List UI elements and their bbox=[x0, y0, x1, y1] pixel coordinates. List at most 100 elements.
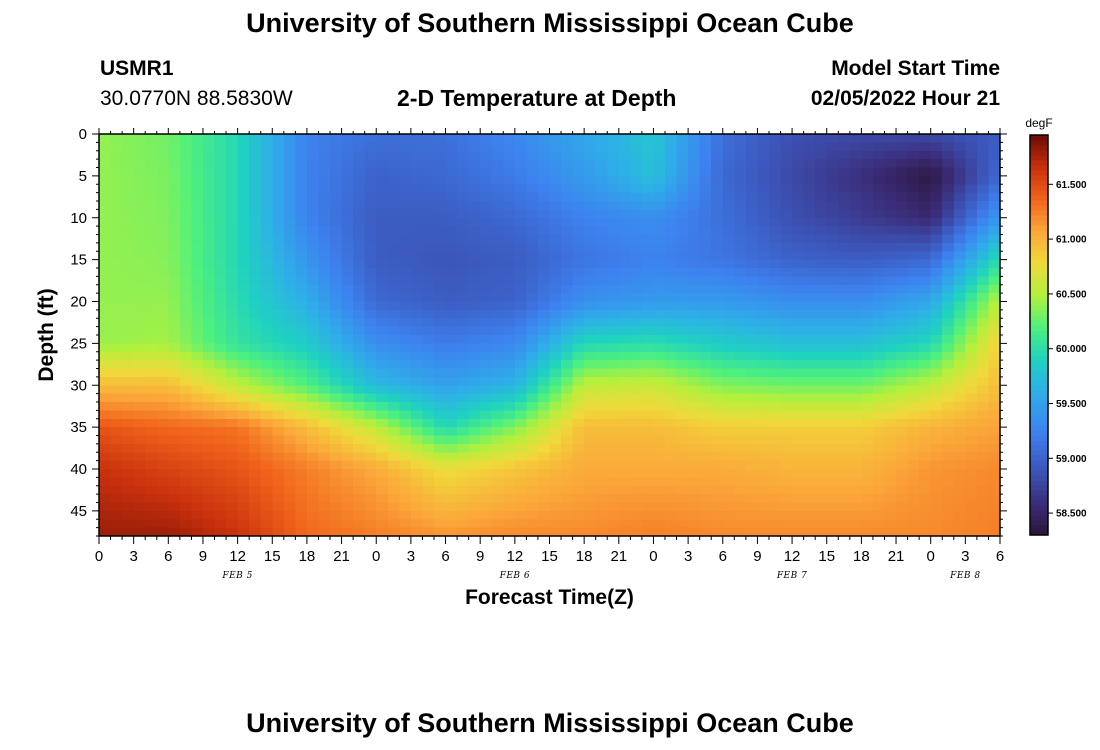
colorbar-segment bbox=[1030, 235, 1048, 241]
heatmap-cell bbox=[341, 209, 354, 219]
heatmap-cell bbox=[849, 318, 862, 328]
heatmap-cell bbox=[988, 167, 1001, 177]
heatmap-cell bbox=[179, 510, 193, 520]
heatmap-cell bbox=[179, 418, 193, 428]
heatmap-cell bbox=[630, 502, 643, 512]
heatmap-cell bbox=[757, 410, 770, 420]
heatmap-cell bbox=[757, 485, 770, 495]
heatmap-cell bbox=[260, 184, 273, 194]
heatmap-cell bbox=[584, 427, 597, 437]
heatmap-cell bbox=[838, 351, 851, 361]
heatmap-cell bbox=[953, 443, 966, 453]
heatmap-cell bbox=[341, 242, 354, 252]
colorbar-segment bbox=[1030, 220, 1048, 226]
heatmap-cell bbox=[849, 301, 862, 311]
heatmap-cell bbox=[722, 242, 735, 252]
heatmap-cell bbox=[630, 385, 643, 395]
heatmap-cell bbox=[503, 452, 516, 462]
heatmap-cell bbox=[734, 494, 747, 504]
heatmap-cell bbox=[179, 159, 193, 169]
heatmap-cell bbox=[457, 385, 470, 395]
heatmap-cell bbox=[607, 242, 620, 252]
heatmap-cell bbox=[202, 142, 216, 152]
heatmap-cell bbox=[907, 268, 920, 277]
heatmap-cell bbox=[665, 410, 678, 420]
heatmap-cell bbox=[249, 318, 262, 328]
heatmap-cell bbox=[330, 368, 343, 378]
heatmap-cell bbox=[145, 376, 158, 386]
heatmap-cell bbox=[734, 452, 747, 462]
heatmap-cell bbox=[468, 268, 481, 277]
heatmap-cell bbox=[676, 234, 689, 244]
heatmap-cell bbox=[803, 360, 816, 370]
heatmap-cell bbox=[122, 477, 135, 487]
heatmap-cell bbox=[780, 209, 793, 219]
heatmap-cell bbox=[295, 217, 308, 227]
heatmap-cell bbox=[145, 242, 158, 252]
heatmap-cell bbox=[930, 134, 943, 143]
heatmap-cell bbox=[919, 519, 932, 529]
heatmap-cell bbox=[330, 217, 343, 227]
heatmap-cell bbox=[179, 335, 193, 344]
heatmap-cell bbox=[549, 217, 562, 227]
heatmap-cell bbox=[676, 460, 689, 470]
heatmap-cell bbox=[122, 301, 135, 311]
heatmap-cell bbox=[260, 452, 273, 462]
heatmap-cell bbox=[815, 477, 828, 487]
heatmap-cell bbox=[745, 351, 759, 361]
heatmap-cell bbox=[653, 335, 666, 344]
heatmap-cell bbox=[457, 402, 470, 411]
heatmap-cell bbox=[734, 510, 747, 520]
heatmap-cell bbox=[907, 502, 920, 512]
heatmap-cell bbox=[191, 385, 204, 395]
heatmap-cell bbox=[803, 469, 816, 478]
heatmap-cell bbox=[537, 351, 551, 361]
heatmap-cell bbox=[526, 242, 539, 252]
heatmap-cell bbox=[572, 343, 585, 353]
heatmap-cell bbox=[745, 293, 759, 303]
heatmap-cell bbox=[803, 150, 816, 160]
heatmap-cell bbox=[306, 360, 320, 370]
heatmap-cell bbox=[584, 469, 597, 478]
heatmap-cell bbox=[537, 418, 551, 428]
heatmap-cell bbox=[387, 494, 400, 504]
heatmap-cell bbox=[145, 268, 158, 277]
heatmap-cell bbox=[526, 234, 539, 244]
heatmap-cell bbox=[641, 201, 655, 210]
heatmap-cell bbox=[838, 469, 851, 478]
heatmap-cell bbox=[341, 510, 354, 520]
heatmap-cell bbox=[387, 301, 400, 311]
heatmap-cell bbox=[618, 201, 631, 210]
heatmap-cell bbox=[283, 259, 296, 269]
heatmap-cell bbox=[711, 343, 724, 353]
heatmap-cell bbox=[191, 326, 204, 336]
heatmap-cell bbox=[306, 201, 320, 210]
heatmap-cell bbox=[919, 201, 932, 210]
heatmap-cell bbox=[965, 284, 978, 294]
heatmap-cell bbox=[457, 485, 470, 495]
heatmap-cell bbox=[584, 460, 597, 470]
heatmap-cell bbox=[768, 510, 782, 520]
heatmap-cell bbox=[792, 167, 805, 177]
heatmap-cell bbox=[387, 326, 400, 336]
heatmap-cell bbox=[202, 418, 216, 428]
heatmap-cell bbox=[387, 502, 400, 512]
heatmap-cell bbox=[330, 209, 343, 219]
heatmap-cell bbox=[572, 485, 585, 495]
heatmap-cell bbox=[353, 201, 366, 210]
heatmap-cell bbox=[861, 435, 874, 445]
heatmap-cell bbox=[561, 209, 574, 219]
heatmap-cell bbox=[965, 368, 978, 378]
heatmap-cell bbox=[838, 209, 851, 219]
heatmap-cell bbox=[410, 142, 424, 152]
heatmap-cell bbox=[526, 402, 539, 411]
heatmap-cell bbox=[780, 335, 793, 344]
heatmap-cell bbox=[618, 142, 631, 152]
heatmap-cell bbox=[988, 376, 1001, 386]
heatmap-cell bbox=[676, 192, 689, 202]
heatmap-cell bbox=[283, 427, 296, 437]
heatmap-cell bbox=[734, 251, 747, 261]
heatmap-cell bbox=[457, 167, 470, 177]
heatmap-cell bbox=[133, 443, 146, 453]
heatmap-cell bbox=[410, 469, 424, 478]
